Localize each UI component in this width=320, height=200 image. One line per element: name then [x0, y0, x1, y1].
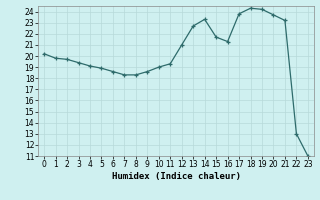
X-axis label: Humidex (Indice chaleur): Humidex (Indice chaleur) [111, 172, 241, 181]
